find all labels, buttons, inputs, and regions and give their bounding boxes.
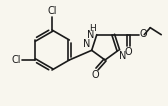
- Text: Cl: Cl: [47, 6, 57, 16]
- Text: N: N: [83, 39, 91, 49]
- Text: Cl: Cl: [11, 55, 21, 65]
- Text: H: H: [89, 24, 96, 33]
- Text: N: N: [87, 30, 95, 40]
- Text: O: O: [139, 29, 147, 39]
- Text: O: O: [91, 70, 99, 80]
- Text: O: O: [124, 47, 132, 57]
- Text: N: N: [119, 51, 127, 61]
